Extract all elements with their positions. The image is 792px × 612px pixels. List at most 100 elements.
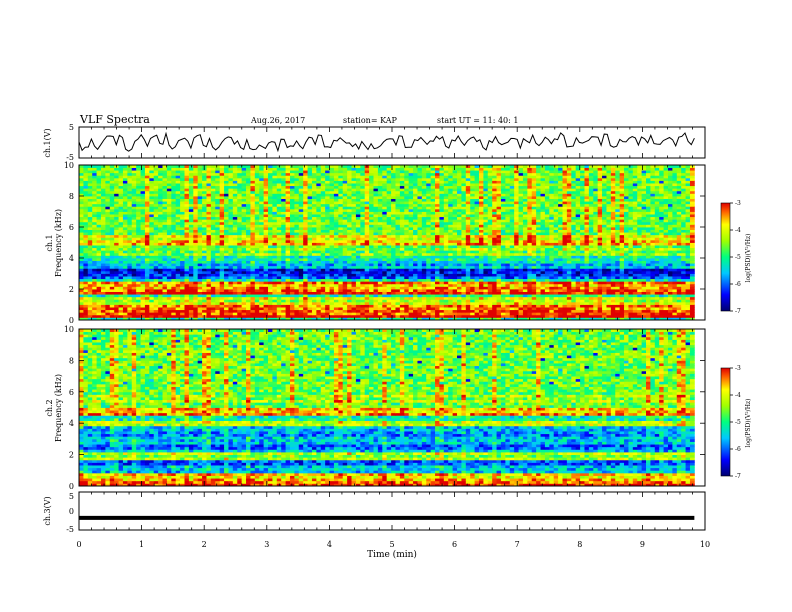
spectrogram-cell (544, 268, 550, 272)
spectrogram-cell (386, 237, 392, 241)
spectrogram-cell (87, 294, 93, 298)
spectrogram-cell (87, 312, 93, 316)
spectrogram-cell (452, 309, 458, 313)
spectrogram-cell (386, 304, 392, 308)
spectrogram-cell (127, 239, 133, 243)
spectrogram-cell (87, 314, 93, 318)
spectrogram-cell (263, 258, 269, 261)
spectrogram-cell (606, 281, 612, 285)
spectrogram-cell (83, 227, 89, 230)
spectrogram-cell (114, 299, 119, 303)
spectrogram-cell (452, 301, 458, 305)
spectrogram-cell (470, 286, 475, 290)
spectrogram-cell (571, 237, 577, 241)
spectrogram-cell (667, 252, 673, 256)
spectrogram-cell (571, 242, 577, 246)
spectrogram-cell (531, 242, 537, 246)
spectrogram-cell (171, 304, 177, 308)
spectrogram-cell (153, 234, 159, 238)
spectrogram-cell (87, 291, 93, 295)
spectrogram-cell (206, 255, 212, 259)
spectrogram-cell (588, 273, 594, 277)
spectrogram-cell (474, 263, 480, 267)
spectrogram-cell (544, 314, 550, 318)
spectrogram-cell (347, 286, 352, 290)
spectrogram-cell (210, 304, 216, 308)
spectrogram-cell (650, 289, 656, 292)
spectrogram-cell (606, 276, 612, 280)
spectrogram-cell (566, 291, 572, 295)
spectrogram-cell (474, 268, 480, 272)
spectrogram-cell (580, 304, 585, 308)
spectrogram-cell (483, 242, 489, 246)
spectrogram-cell (180, 286, 185, 290)
spectrogram-cell (351, 232, 357, 236)
spectrogram-cell (333, 242, 339, 246)
spectrogram-cell (285, 265, 291, 269)
spectrogram-cell (294, 317, 300, 321)
spectrogram-cell (531, 276, 537, 280)
spectrogram-cell (210, 314, 216, 318)
spectrogram-cell (632, 304, 638, 308)
spectrogram-cell (263, 232, 269, 236)
spectrogram-cell (672, 229, 678, 233)
spectrogram-cell (246, 268, 251, 272)
spectrogram-cell (276, 260, 282, 264)
spectrogram-cell (615, 239, 621, 243)
spectrogram-cell (667, 273, 673, 277)
spectrogram-cell (320, 252, 326, 256)
spectrogram-cell (289, 276, 295, 280)
spectrogram-cell (360, 309, 366, 313)
spectrogram-cell (175, 281, 181, 285)
spectrogram-cell (311, 286, 317, 290)
spectrogram-cell (241, 229, 247, 233)
spectrogram-cell (373, 312, 379, 316)
spectrogram-cell (144, 250, 150, 254)
spectrogram-cell (386, 301, 392, 305)
spectrogram-cell (193, 312, 199, 316)
spectrogram-cell (465, 312, 471, 316)
spectrogram-cell (602, 242, 607, 246)
spectrogram-cell (347, 312, 352, 316)
spectrogram-cell (202, 258, 207, 261)
spectrogram-cell (228, 304, 234, 308)
spectrogram-cell (131, 286, 137, 290)
spectrogram-cell (597, 255, 603, 259)
spectrogram-cell (311, 242, 317, 246)
spectrogram-cell (382, 268, 388, 272)
spectrogram-cell (514, 252, 519, 256)
spectrogram-cell (351, 296, 357, 300)
spectrogram-cell (571, 317, 577, 321)
spectrogram-cell (237, 258, 243, 261)
spectrogram-cell (646, 258, 651, 261)
spectrogram-cell (413, 278, 418, 282)
spectrogram-cell (659, 314, 664, 318)
spectrogram-cell (162, 286, 168, 290)
spectrogram-cell (224, 317, 229, 321)
spectrogram-cell (637, 289, 643, 292)
spectrogram-cell (435, 286, 440, 290)
spectrogram-cell (377, 260, 383, 264)
spectrogram-cell (487, 255, 493, 259)
spectrogram-cell (399, 237, 405, 241)
spectrogram-cell (140, 312, 146, 316)
spectrogram-cell (285, 278, 291, 282)
spectrogram-cell (136, 242, 141, 246)
spectrogram-cell (377, 227, 383, 230)
spectrogram-cell (514, 294, 519, 298)
spectrogram-cell (659, 247, 664, 251)
spectrogram-cell (522, 229, 528, 233)
spectrogram-cell (281, 317, 286, 321)
spectrogram-cell (584, 265, 590, 269)
spectrogram-cell (144, 276, 150, 280)
spectrogram-cell (162, 268, 168, 272)
spectrogram-cell (505, 229, 511, 233)
spectrogram-cell (294, 232, 300, 236)
spectrogram-cell (153, 317, 159, 321)
spectrogram-cell (325, 301, 330, 305)
spectrogram-cell (650, 234, 656, 238)
spectrogram-cell (667, 294, 673, 298)
spectrogram-cell (364, 273, 370, 277)
spectrogram-cell (158, 229, 163, 233)
spectrogram-cell (175, 255, 181, 259)
